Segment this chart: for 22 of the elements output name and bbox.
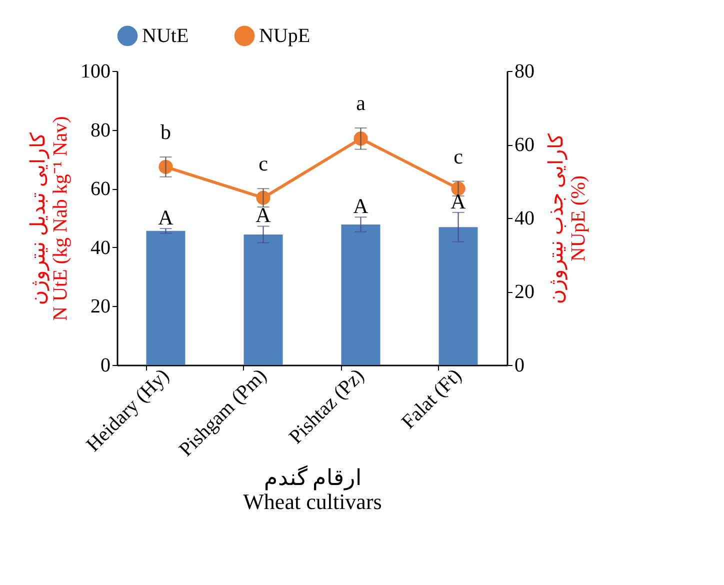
y2-tick-label: 80 [514,60,534,82]
y-tick-label: 40 [90,236,110,259]
y-tick-label: 100 [80,60,110,82]
y2-tick-label: 20 [514,281,534,303]
y-tick-label: 0 [100,354,110,376]
y-tick-label: 80 [90,119,110,142]
annotation: c [454,144,463,168]
legend-label: NUpE [259,24,310,47]
annotation: A [450,189,467,214]
annotation: c [258,152,268,176]
annotation: a [356,90,366,115]
legend-label: NUtE [142,24,189,47]
y2-tick-label: 40 [514,208,534,230]
annotation: A [158,206,174,230]
annotation: A [256,203,272,228]
y-tick-label: 20 [90,296,110,318]
x-tick-label: Falat (Ft) [397,364,466,434]
y2-tick-label: 60 [514,134,534,156]
annotation: A [353,194,370,218]
y2-tick-label: 0 [514,354,524,376]
y-tick-label: 60 [90,178,110,200]
annotation: b [160,120,171,144]
